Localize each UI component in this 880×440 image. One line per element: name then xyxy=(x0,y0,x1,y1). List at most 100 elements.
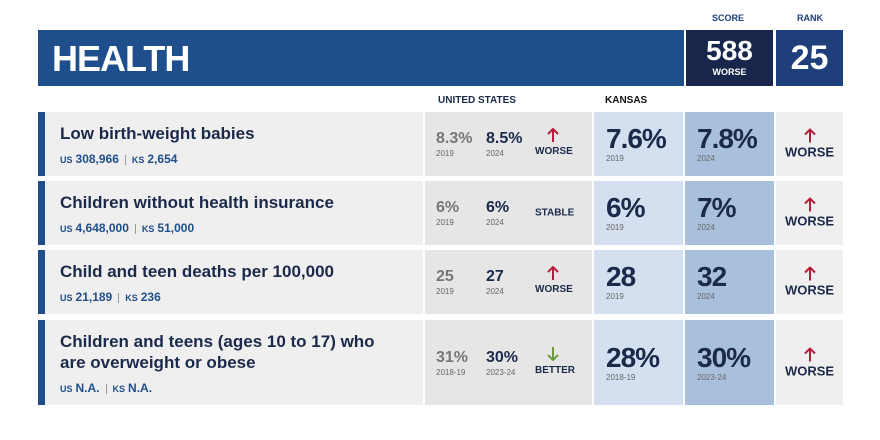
value: 6% xyxy=(436,199,460,216)
ks-trend: WORSE xyxy=(776,128,843,160)
ks-cell: 32 2024 xyxy=(685,250,774,314)
counts: US 21,189 KS 236 xyxy=(60,290,161,304)
us-count: 21,189 xyxy=(75,290,113,304)
ks-trend-text: WORSE xyxy=(784,363,835,378)
trend-icon xyxy=(547,346,559,366)
ks-cell: 6% 2019 xyxy=(594,181,683,245)
ks-cell: 7% 2024 xyxy=(685,181,774,245)
us-prefix: US xyxy=(60,224,73,234)
accent-bar xyxy=(38,250,45,314)
year: 2019 xyxy=(606,223,624,232)
year: 2024 xyxy=(486,149,504,158)
year: 2019 xyxy=(606,154,624,163)
year: 2024 xyxy=(486,287,504,296)
indicator-row: Children without health insurance US 4,648… xyxy=(38,181,843,245)
ks-trend-cell: WORSE xyxy=(776,250,843,314)
ks-trend: WORSE xyxy=(776,266,843,298)
us-cell: 31% 2018-19 30% 2023-24 BETTER xyxy=(425,320,592,405)
us-trend: WORSE xyxy=(535,146,573,157)
ks-trend-text: WORSE xyxy=(784,282,835,298)
ks-trend-text: WORSE xyxy=(784,144,835,160)
ks-cell: 7.6% 2019 xyxy=(594,112,683,176)
label-cell: Child and teen deaths per 100,000 US 21,18… xyxy=(45,250,423,314)
rank-label: RANK xyxy=(797,13,823,23)
column-header: KANSAS xyxy=(605,95,648,106)
us-trend: BETTER xyxy=(535,364,575,376)
rank: 25 xyxy=(790,39,829,77)
year: 2019 xyxy=(436,218,454,227)
ks-value: 28 2019 xyxy=(606,263,636,302)
year: 2019 xyxy=(436,149,454,158)
us-value: 6% 2019 xyxy=(436,199,459,227)
ks-value: 6% 2019 xyxy=(606,194,645,233)
year: 2023-24 xyxy=(486,367,516,377)
year: 2019 xyxy=(436,287,454,296)
us-prefix: US xyxy=(60,293,73,303)
ks-prefix: KS xyxy=(124,155,145,165)
counts: US N.A. KS N.A. xyxy=(60,381,152,395)
title: HEALTH xyxy=(52,38,190,79)
us-trend: WORSE xyxy=(535,284,573,295)
trend-icon xyxy=(547,265,559,285)
ks-prefix: KS xyxy=(118,293,138,303)
value: 7% xyxy=(697,192,736,223)
indicator-row: Children and teens (ages 10 to 17) who a… xyxy=(38,320,843,405)
indicator-row: Child and teen deaths per 100,000 US 21,18… xyxy=(38,250,843,314)
ks-trend-text: WORSE xyxy=(784,213,835,229)
label-cell: Low birth-weight babies US 308,966 KS 2,654 xyxy=(45,112,423,176)
column-header: UNITED STATES xyxy=(438,95,516,106)
ks-cell: 7.8% 2024 xyxy=(685,112,774,176)
us-value: 30% 2023-24 xyxy=(486,349,518,377)
ks-value: 32 2024 xyxy=(697,261,727,302)
value: 8.3% xyxy=(436,130,473,147)
us-value: 6% 2024 xyxy=(486,199,509,227)
accent-bar xyxy=(38,320,45,405)
score-note: WORSE xyxy=(712,67,747,77)
accent-bar xyxy=(38,181,45,245)
accent-bar xyxy=(38,112,45,176)
ks-prefix: KS xyxy=(105,384,126,394)
us-count: N.A. xyxy=(75,381,100,395)
indicator-name: Child and teen deaths per 100,000 xyxy=(60,262,334,281)
ks-count: N.A. xyxy=(128,381,153,395)
counts: US 308,966 KS 2,654 xyxy=(60,152,177,166)
us-value: 25 2019 xyxy=(436,268,454,296)
year: 2018-19 xyxy=(606,372,636,382)
ks-trend: WORSE xyxy=(776,197,843,229)
us-count: 308,966 xyxy=(75,152,119,166)
ks-cell: 28 2019 xyxy=(594,250,683,314)
value: 7.8% xyxy=(697,123,758,154)
value: 6% xyxy=(486,199,510,216)
value: 32 xyxy=(697,261,727,292)
trend-icon xyxy=(547,127,559,147)
us-prefix: US xyxy=(60,384,73,394)
score-box: 588 WORSE xyxy=(686,30,773,86)
us-value: 31% 2018-19 xyxy=(436,349,468,377)
ks-value: 30% 2023-24 xyxy=(697,343,751,382)
score-label: SCORE xyxy=(712,13,745,23)
arrow-up xyxy=(547,127,559,142)
year: 2024 xyxy=(697,292,715,301)
arrow-up xyxy=(803,197,816,212)
ks-trend-cell: WORSE xyxy=(776,112,843,176)
value: 28% xyxy=(606,341,660,373)
us-value: 8.5% 2024 xyxy=(486,130,522,158)
value: 25 xyxy=(436,268,454,285)
ks-trend-cell: WORSE xyxy=(776,320,843,405)
arrow-down xyxy=(547,346,559,361)
ks-trend: WORSE xyxy=(776,347,843,378)
us-cell: 8.3% 2019 8.5% 2024 WORSE xyxy=(425,112,592,176)
ks-count: 2,654 xyxy=(147,152,178,166)
year: 2024 xyxy=(697,154,715,163)
score: 588 xyxy=(706,35,753,66)
rank-box: 25 xyxy=(776,30,843,86)
arrow-up xyxy=(803,347,816,361)
us-cell: 25 2019 27 2024 WORSE xyxy=(425,250,592,314)
value: 8.5% xyxy=(486,130,523,147)
us-cell: 6% 2019 6% 2024 STABLE xyxy=(425,181,592,245)
arrow-up xyxy=(547,265,559,280)
label-cell: Children without health insurance US 4,648… xyxy=(45,181,423,245)
ks-value: 28% 2018-19 xyxy=(606,341,660,382)
arrow-up xyxy=(803,128,816,143)
